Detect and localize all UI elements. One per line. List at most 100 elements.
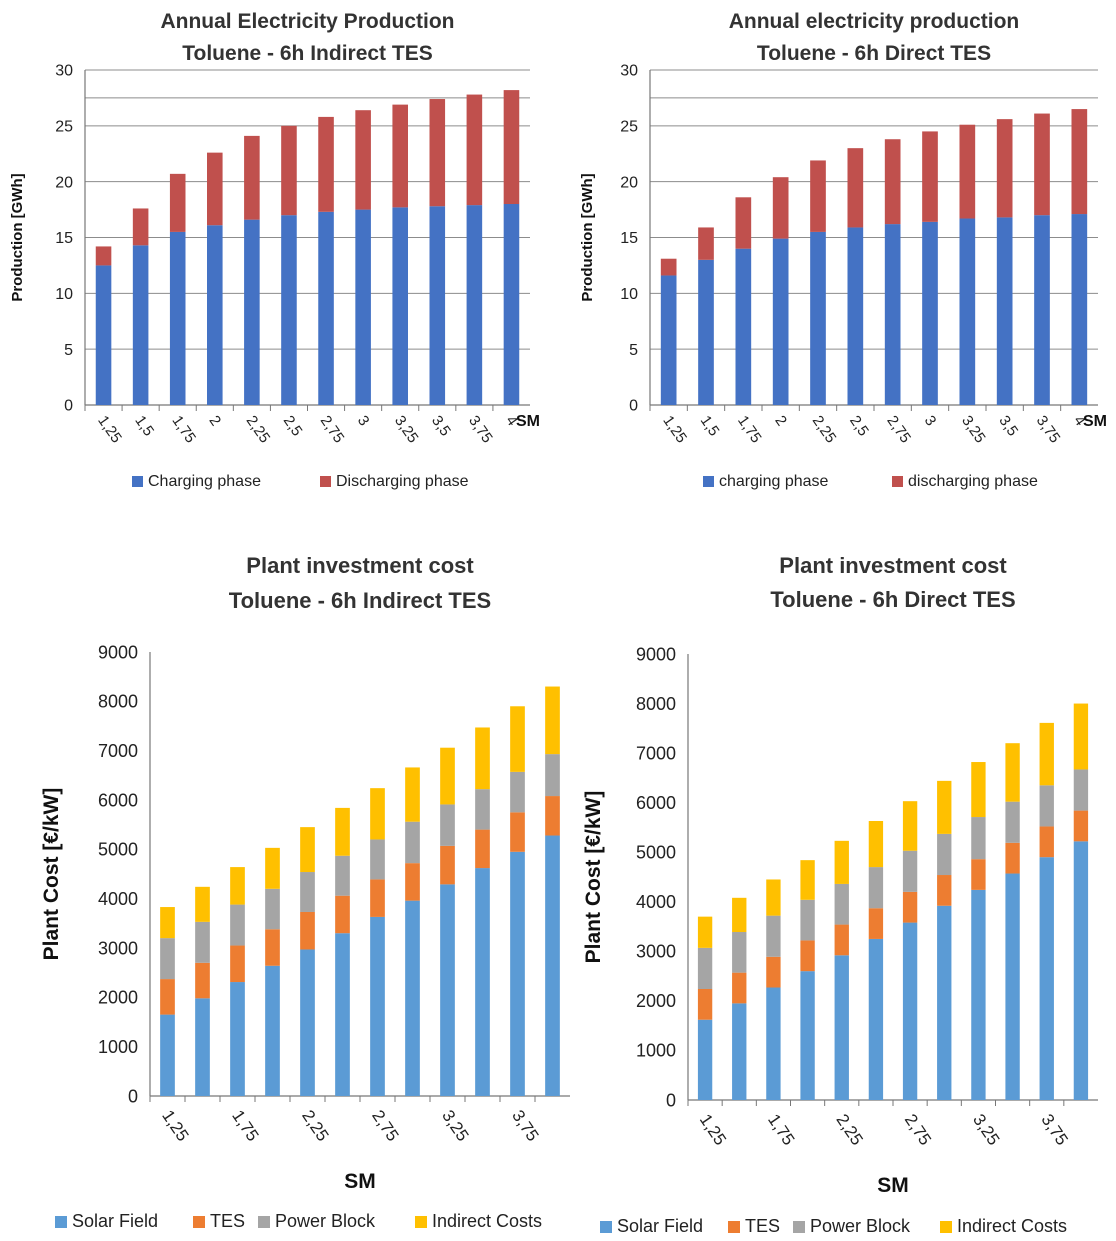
- y-tick-label: 1000: [98, 1037, 138, 1057]
- bar-segment-2: [160, 938, 175, 980]
- bar-segment-3: [160, 907, 175, 939]
- x-tick-label: 1,25: [94, 413, 125, 447]
- bar-segment-2: [300, 872, 315, 912]
- bar-segment-3: [440, 747, 455, 805]
- y-tick-label: 15: [55, 230, 73, 247]
- bar-segment-1: [503, 90, 520, 204]
- bar-segment-0: [466, 205, 483, 405]
- bar-segment-3: [937, 780, 952, 834]
- x-tick-label: 3,75: [1037, 1111, 1071, 1149]
- legend-label: Solar Field: [72, 1211, 158, 1231]
- bar-segment-0: [902, 922, 918, 1100]
- y-axis-label: Production [GWh]: [9, 173, 26, 301]
- bar-segment-2: [937, 833, 952, 876]
- bar-segment-3: [1039, 722, 1054, 786]
- x-tick-label: 3,5: [428, 413, 454, 440]
- legend-label: Power Block: [810, 1216, 911, 1236]
- legend-label: charging phase: [719, 473, 829, 490]
- bar-segment-1: [429, 99, 446, 207]
- bar-segment-1: [244, 135, 260, 220]
- bar-segment-0: [440, 884, 455, 1096]
- x-tick-label: 1,25: [158, 1107, 192, 1145]
- y-tick-label: 0: [128, 1086, 138, 1106]
- bar-segment-2: [335, 855, 350, 896]
- legend-swatch: [703, 476, 714, 487]
- x-tick-label: 3,25: [391, 413, 422, 447]
- legend-swatch: [320, 476, 331, 487]
- y-tick-label: 30: [55, 63, 73, 80]
- bar-segment-3: [300, 827, 315, 873]
- bar-segment-0: [1073, 841, 1089, 1100]
- x-tick-label: 3,75: [1033, 413, 1064, 447]
- x-tick-label: 3,5: [995, 413, 1021, 440]
- bar-segment-0: [503, 204, 520, 405]
- y-tick-label: 20: [55, 174, 73, 191]
- x-tick-label: 1,75: [168, 413, 199, 447]
- bar-segment-1: [834, 924, 849, 956]
- bar-segment-2: [834, 883, 849, 925]
- bar-segment-0: [1071, 214, 1088, 405]
- bar-segment-0: [195, 998, 210, 1096]
- y-tick-label: 5: [629, 342, 638, 359]
- bar-segment-1: [996, 119, 1013, 218]
- y-tick-label: 0: [629, 398, 638, 415]
- x-tick-label: 1,75: [228, 1107, 262, 1145]
- bar-segment-0: [772, 238, 789, 405]
- bar-segment-1: [772, 177, 789, 239]
- y-axis-label: Plant Cost [€/kW]: [40, 788, 63, 961]
- chart-3: Plant investment cost Toluene - 6h Indire…: [40, 553, 570, 1231]
- x-tick-label: 2: [771, 413, 790, 430]
- x-tick-label: 3: [354, 413, 373, 430]
- bar-segment-2: [902, 850, 918, 892]
- y-tick-label: 4000: [98, 889, 138, 909]
- x-tick-label: 2,75: [901, 1111, 935, 1149]
- bar-segment-1: [440, 845, 455, 885]
- y-tick-label: 2000: [98, 988, 138, 1008]
- bar-segment-2: [766, 915, 781, 957]
- y-tick-label: 5000: [98, 840, 138, 860]
- legend-label: TES: [210, 1211, 245, 1231]
- bar-segment-1: [318, 116, 334, 212]
- bar-segment-0: [207, 225, 223, 405]
- bar-segment-0: [732, 1003, 747, 1100]
- bar-segment-0: [959, 218, 976, 405]
- y-tick-label: 10: [55, 286, 73, 303]
- bar-segment-0: [475, 868, 490, 1096]
- bar-segment-1: [169, 173, 186, 232]
- y-tick-label: 9000: [98, 642, 138, 662]
- y-tick-label: 20: [620, 174, 638, 191]
- x-tick-label: 2,75: [317, 413, 348, 447]
- bar-segment-1: [732, 972, 747, 1004]
- bar-segment-2: [370, 839, 385, 880]
- legend-label: TES: [745, 1216, 780, 1236]
- chart-title-line: Annual Electricity Production: [160, 10, 454, 33]
- bar-segment-3: [902, 801, 918, 851]
- bar-segment-0: [1034, 215, 1050, 405]
- x-axis-label: SM: [1083, 413, 1107, 430]
- bar-segment-0: [355, 209, 371, 405]
- bar-segment-0: [847, 227, 864, 405]
- bar-segment-1: [265, 929, 280, 966]
- bar-segment-1: [937, 875, 952, 906]
- chart-1: Annual Electricity Production Toluene - 6…: [9, 10, 540, 490]
- x-tick-label: 2: [206, 413, 225, 430]
- legend-label: Charging phase: [148, 473, 261, 490]
- bar-segment-1: [1071, 109, 1088, 215]
- bar-segment-0: [281, 215, 297, 405]
- bar-segment-3: [971, 762, 986, 818]
- bar-segment-0: [698, 259, 714, 405]
- bar-segment-0: [937, 905, 952, 1100]
- bar-segment-0: [766, 987, 781, 1100]
- y-tick-label: 0: [666, 1090, 676, 1110]
- bar-segment-1: [884, 139, 901, 225]
- bar-segment-2: [800, 899, 815, 941]
- legend-label: Solar Field: [617, 1216, 703, 1236]
- bar-segment-0: [132, 245, 149, 405]
- bar-segment-0: [834, 955, 849, 1100]
- y-tick-label: 0: [64, 398, 73, 415]
- x-tick-label: 1,75: [734, 413, 765, 447]
- bar-segment-2: [475, 789, 490, 830]
- bar-segment-0: [392, 207, 408, 405]
- bar-segment-0: [300, 949, 315, 1096]
- legend-label: Power Block: [275, 1211, 376, 1231]
